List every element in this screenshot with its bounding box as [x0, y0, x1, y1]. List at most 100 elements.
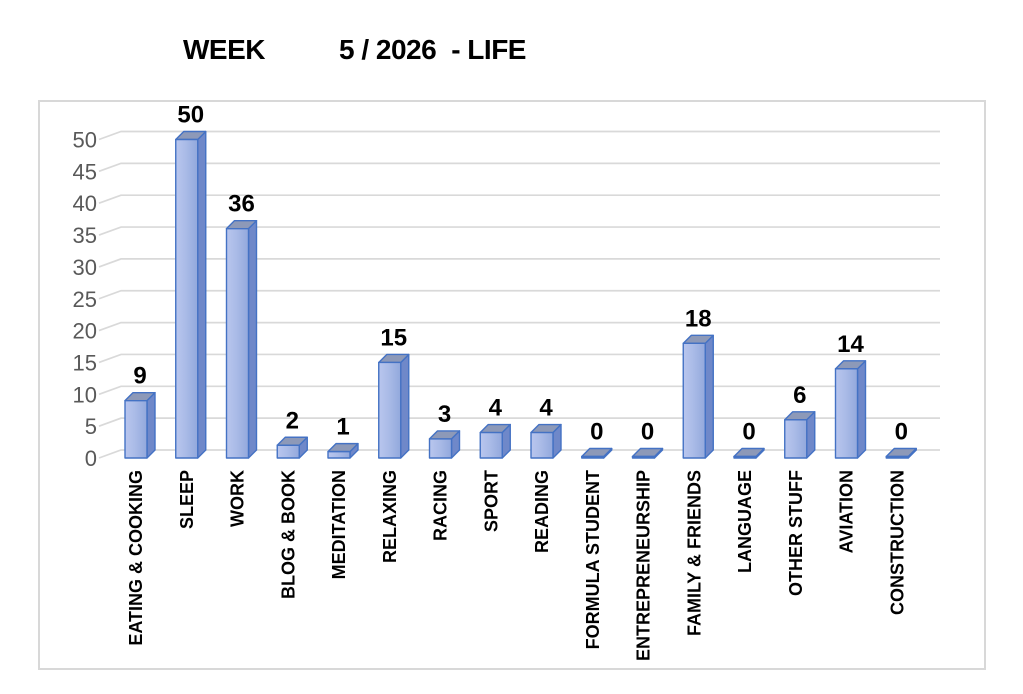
y-tick-label-10: 10	[73, 382, 97, 407]
category-label-eating-cooking: EATING & COOKING	[126, 470, 146, 646]
bar-front-face	[885, 455, 909, 459]
bar-front-face	[834, 368, 859, 459]
x-axis-category-labels: EATING & COOKING SLEEP WORK BLOG & BOOK MEDI…	[126, 470, 907, 661]
gridlines	[98, 130, 940, 459]
gridline-45	[98, 162, 940, 173]
category-label-work: WORK	[228, 470, 248, 527]
bar-front-face	[631, 455, 656, 459]
bar-side-face	[197, 130, 207, 459]
category-label-reading: READING	[532, 470, 552, 553]
bar-formula-student	[581, 447, 613, 459]
bar-sleep	[175, 130, 207, 459]
gridline-15	[98, 353, 940, 364]
category-label-language: LANGUAGE	[735, 470, 755, 573]
value-label-sleep: 50	[177, 102, 204, 129]
bar-sport	[479, 423, 511, 459]
category-label-sleep: SLEEP	[177, 470, 197, 529]
value-label-aviation: 14	[837, 331, 864, 358]
value-label-formula-student: 0	[590, 419, 603, 446]
value-label-racing: 3	[438, 401, 451, 428]
bar-front-face	[175, 138, 199, 459]
bar-front-face	[428, 438, 453, 459]
gridline-25	[98, 289, 940, 300]
chart-title-week-number: 5 / 2026	[339, 34, 437, 65]
gridline-40	[98, 194, 940, 204]
bar-family-friends	[682, 334, 714, 459]
bar-work	[225, 219, 258, 459]
chart-title-suffix: - LIFE	[451, 34, 526, 65]
bar-eating-cooking	[124, 391, 156, 459]
value-label-construction: 0	[895, 419, 908, 446]
bar-blog-book	[276, 436, 308, 459]
y-tick-label-25: 25	[73, 287, 97, 312]
value-label-language: 0	[742, 419, 755, 446]
value-label-family-friends: 18	[685, 305, 712, 332]
bars	[124, 130, 917, 459]
chart-title-week: WEEK	[183, 34, 266, 65]
category-label-aviation: AVIATION	[837, 470, 857, 553]
category-label-sport: SPORT	[481, 470, 501, 532]
bar-front-face	[733, 455, 757, 459]
value-label-blog-book: 2	[286, 407, 299, 434]
y-tick-label-15: 15	[73, 350, 97, 375]
bar-aviation	[834, 360, 867, 459]
gridline-0	[98, 449, 940, 459]
category-label-relaxing: RELAXING	[380, 470, 400, 563]
bar-front-face	[124, 399, 148, 459]
y-axis-tick-labels: 0 5 10 15 20 25 30 35 40 45 50	[73, 128, 97, 472]
bar-language	[733, 447, 765, 459]
y-tick-label-35: 35	[73, 223, 97, 248]
category-label-entrepreneurship: ENTREPRENEURSHIP	[634, 470, 654, 661]
chart-plot-area: 0 5 10 15 20 25 30 35 40 45 50 9 50 36 2 1 15 3 4 4 0 0 18 0 6 14…	[38, 100, 986, 670]
bar-front-face	[581, 455, 605, 459]
bar-front-face	[784, 419, 808, 459]
y-tick-label-30: 30	[73, 255, 97, 280]
value-label-relaxing: 15	[380, 324, 407, 351]
bar-front-face	[327, 450, 351, 459]
gridline-50	[98, 130, 940, 141]
bar-meditation	[327, 442, 359, 459]
gridline-30	[98, 258, 940, 268]
bar-front-face	[378, 361, 402, 459]
category-label-blog-book: BLOG & BOOK	[278, 470, 298, 599]
category-label-meditation: MEDITATION	[329, 470, 349, 579]
bar-racing	[428, 430, 461, 459]
category-label-formula-student: FORMULA STUDENT	[583, 470, 603, 649]
category-label-other-stuff: OTHER STUFF	[786, 470, 806, 596]
y-tick-label-20: 20	[73, 319, 97, 344]
y-tick-label-45: 45	[73, 159, 97, 184]
bar-entrepreneurship	[631, 447, 664, 459]
bar-side-face	[400, 353, 410, 459]
gridline-35	[98, 226, 940, 236]
value-label-eating-cooking: 9	[133, 363, 146, 390]
value-label-meditation: 1	[336, 414, 349, 441]
value-label-entrepreneurship: 0	[641, 419, 654, 446]
category-label-construction: CONSTRUCTION	[887, 470, 907, 615]
bar-reading	[530, 423, 562, 459]
chart-title: WEEK 5 / 2026 - LIFE	[183, 34, 526, 66]
bar-front-face	[682, 342, 706, 459]
y-tick-label-0: 0	[85, 446, 97, 471]
y-tick-label-5: 5	[85, 414, 97, 439]
category-label-family-friends: FAMILY & FRIENDS	[684, 470, 704, 636]
data-labels: 9 50 36 2 1 15 3 4 4 0 0 18 0 6 14 0	[133, 102, 908, 446]
bar-front-face	[225, 227, 250, 459]
gridline-5	[98, 417, 940, 427]
bar-front-face	[479, 431, 503, 459]
bar-relaxing	[378, 353, 410, 459]
y-tick-label-40: 40	[73, 191, 97, 216]
value-label-other-stuff: 6	[793, 382, 806, 409]
bar-construction	[885, 447, 917, 459]
bar-other-stuff	[784, 411, 816, 459]
bar-side-face	[704, 334, 714, 459]
value-label-reading: 4	[539, 395, 553, 422]
bar-side-face	[146, 391, 156, 459]
value-label-work: 36	[228, 191, 255, 218]
bar-front-face	[530, 431, 554, 459]
bar-side-face	[247, 219, 258, 459]
gridline-10	[98, 385, 940, 396]
category-label-racing: RACING	[431, 470, 451, 541]
bar-front-face	[276, 444, 300, 459]
